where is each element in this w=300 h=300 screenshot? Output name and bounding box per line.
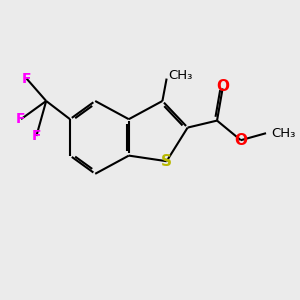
Text: CH₃: CH₃ [272,127,296,140]
Text: O: O [216,80,229,94]
Text: CH₃: CH₃ [168,69,192,82]
Text: F: F [32,129,41,143]
Text: F: F [22,72,31,86]
Text: S: S [161,154,172,169]
Text: F: F [16,112,26,126]
Text: O: O [234,133,247,148]
